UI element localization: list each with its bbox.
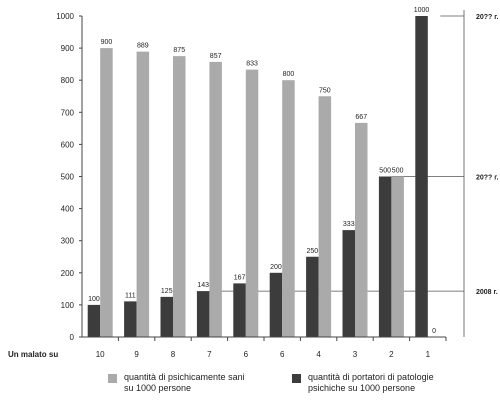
legend-swatch-healthy — [108, 374, 117, 383]
bar-healthy — [209, 61, 222, 337]
bar-ill — [160, 296, 173, 337]
y-tick-label: 1000 — [56, 12, 74, 21]
bar-healthy — [245, 69, 259, 338]
bar-healthy — [173, 56, 186, 337]
x-axis-prefix-label: Un malato su — [8, 350, 58, 359]
bar-label-ill: 111 — [125, 292, 136, 299]
y-tick-label: 700 — [61, 108, 75, 117]
bar-label-ill: 143 — [197, 282, 209, 289]
bar-label-healthy: 500 — [392, 168, 404, 175]
bar-label-ill: 250 — [307, 248, 319, 255]
legend-swatch-ill — [292, 374, 301, 383]
x-tick-label: 8 — [171, 350, 176, 359]
bar-label-healthy: 800 — [283, 71, 295, 78]
x-tick-label: 3 — [353, 350, 358, 359]
x-tick-label: 9 — [134, 350, 139, 359]
y-tick-label: 800 — [61, 76, 75, 85]
y-tick-label: 0 — [70, 333, 75, 342]
y-tick-label: 100 — [61, 301, 75, 310]
bar-healthy — [282, 80, 295, 337]
bar-healthy — [100, 48, 113, 337]
bar-label-healthy: 0 — [432, 328, 436, 335]
bar-label-ill: 500 — [379, 168, 391, 175]
bar-label-healthy: 875 — [173, 47, 185, 54]
bar-healthy — [391, 176, 404, 337]
legend-label-healthy-line1: quantità di psichicamente sani — [124, 372, 245, 382]
bar-value-labels: 100 900 111 889 125 875 143 857 167 833 200 800 250 7… — [88, 7, 436, 335]
bar-label-healthy: 833 — [246, 61, 258, 68]
bar-ill — [378, 176, 392, 337]
y-tick-label: 900 — [61, 44, 75, 53]
bar-healthy — [355, 122, 368, 337]
bar-label-healthy: 667 — [355, 114, 367, 121]
reference-line-label: 2008 г. — [476, 289, 498, 296]
bar-label-ill: 100 — [88, 296, 100, 303]
legend-label-ill-line2: psichiche su 1000 persone — [308, 383, 416, 393]
x-tick-label: 10 — [96, 350, 105, 359]
bar-label-ill: 167 — [234, 274, 246, 281]
x-tick-label: 6 — [280, 350, 285, 359]
bar-ill — [269, 272, 283, 337]
reference-line-label: 20?? г. — [476, 14, 498, 21]
bar-label-healthy: 857 — [210, 53, 222, 60]
bar-label-healthy: 889 — [137, 43, 149, 50]
y-tick-label: 600 — [61, 140, 75, 149]
bar-ill — [233, 283, 246, 337]
bar-label-healthy: 900 — [101, 39, 113, 46]
bar-healthy — [318, 96, 332, 337]
y-tick-label: 500 — [61, 173, 75, 182]
x-axis: 10 9 8 7 6 6 4 3 2 1 Un malato su — [8, 336, 447, 359]
bars — [87, 16, 428, 338]
legend-label-ill-line1: quantità di portatori di patologie — [308, 372, 434, 382]
bar-label-ill: 125 — [161, 288, 173, 295]
bar-ill — [124, 301, 137, 337]
bar-label-healthy: 750 — [319, 87, 331, 94]
bar-label-ill: 333 — [343, 221, 355, 228]
legend-label-healthy-line2: su 1000 persone — [124, 383, 192, 393]
y-tick-label: 400 — [61, 205, 75, 214]
bar-ill — [342, 230, 355, 337]
y-axis: 0 100 200 300 400 500 600 700 800 900 1000 — [56, 12, 83, 342]
bar-ill — [306, 256, 319, 337]
x-tick-label: 4 — [316, 350, 321, 359]
bar-ill — [196, 291, 210, 337]
bar-ill — [87, 304, 101, 337]
bar-label-ill: 1000 — [414, 7, 430, 14]
x-tick-label: 2 — [389, 350, 394, 359]
x-tick-label: 7 — [207, 350, 212, 359]
x-tick-label: 1 — [426, 350, 431, 359]
y-tick-label: 300 — [61, 237, 75, 246]
bar-label-ill: 200 — [270, 264, 282, 271]
bar-healthy — [136, 51, 150, 337]
reference-line-label: 20?? г. — [476, 175, 498, 182]
y-tick-label: 200 — [61, 269, 75, 278]
x-tick-label: 6 — [244, 350, 249, 359]
bar-ill — [415, 16, 428, 337]
